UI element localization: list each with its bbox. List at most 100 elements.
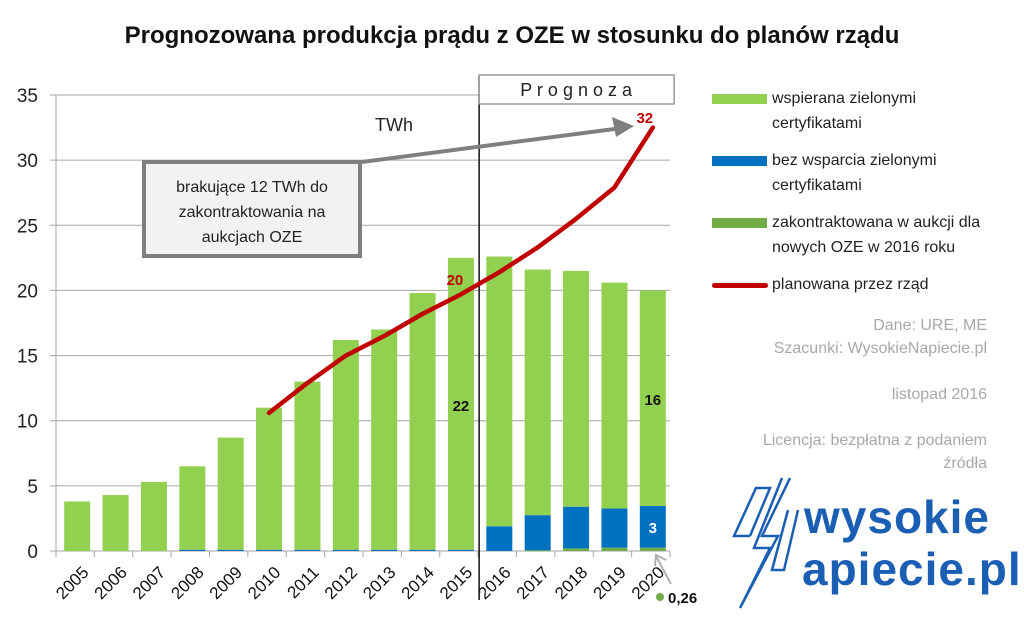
bar-segment xyxy=(639,505,666,548)
legend: wspierana zielonymi certyfikatami bez ws… xyxy=(712,86,1012,309)
bar-2015-label: 22 xyxy=(453,398,470,415)
plan-line xyxy=(266,125,656,416)
legend-label: certyfikatami xyxy=(772,177,862,194)
bar-segment xyxy=(447,257,474,550)
x-tick-label: 2008 xyxy=(167,563,207,603)
forecast-label: P r o g n o z a xyxy=(520,80,633,100)
bar-segment xyxy=(217,437,244,550)
x-tick-label: 2016 xyxy=(474,563,514,603)
x-tick-label: 2007 xyxy=(129,563,169,603)
bar-segment xyxy=(256,549,283,551)
y-tick-label: 10 xyxy=(17,412,38,433)
bar-2020-green-label: 16 xyxy=(644,392,661,409)
x-tick-label: 2009 xyxy=(206,563,246,603)
legend-label: planowana przez rząd xyxy=(772,276,929,293)
legend-item-no-support: bez wsparcia zielonymi certyfikatami xyxy=(712,148,1012,198)
bar-segment xyxy=(563,548,590,551)
x-tick-label: 2019 xyxy=(590,563,630,603)
x-tick-label: 2017 xyxy=(513,563,553,603)
license-note: Licencja: bezpłatna z podaniem xyxy=(762,432,987,449)
bar-segment xyxy=(409,549,436,551)
x-tick-label: 2015 xyxy=(436,563,476,603)
bar-segment xyxy=(563,270,590,507)
bar-segment xyxy=(601,508,628,548)
y-tick-label: 25 xyxy=(17,216,38,237)
callout-text: brakujące 12 TWh do xyxy=(176,179,328,196)
legend-swatch-no-support xyxy=(712,156,767,166)
bar-segment xyxy=(64,501,91,551)
bar-segment xyxy=(524,550,551,552)
pointer-arrow-icon xyxy=(654,553,667,567)
date-note: listopad 2016 xyxy=(891,386,987,403)
legend-swatch-green-cert xyxy=(712,94,767,104)
callout-text: zakontraktowania na xyxy=(179,204,326,221)
bar-segment xyxy=(524,515,551,551)
plan-2015-label: 20 xyxy=(447,272,464,289)
bar-segment xyxy=(294,549,321,551)
callout-text: aukcjach OZE xyxy=(202,229,302,246)
bar-segment xyxy=(486,256,513,527)
bar-segment xyxy=(256,407,283,550)
estimates-note: Szacunki: WysokieNapiecie.pl xyxy=(773,340,987,357)
auction-pointer xyxy=(655,555,672,585)
legend-label: zakontraktowana w aukcji dla xyxy=(772,214,981,231)
y-tick-label: 20 xyxy=(17,281,38,302)
x-tick-label: 2013 xyxy=(359,563,399,603)
callout-arrow xyxy=(361,126,623,164)
x-tick-label: 2012 xyxy=(321,563,361,603)
logo-line-1: wysokie xyxy=(804,491,990,543)
auction-2020-label: 0,26 xyxy=(668,590,697,607)
bar-2020-blue-label: 3 xyxy=(649,520,657,537)
y-tick-label: 5 xyxy=(27,477,38,498)
source-note: Dane: URE, ME xyxy=(873,317,987,334)
y-tick-label: 35 xyxy=(17,86,38,107)
bar-segment xyxy=(332,339,359,550)
x-tick-label: 2006 xyxy=(91,563,131,603)
plan-2020-label: 32 xyxy=(636,110,653,127)
bar-segment xyxy=(294,381,321,550)
x-tick-label: 2011 xyxy=(283,563,322,602)
bar-segment xyxy=(486,526,513,551)
lightning-n-icon xyxy=(732,477,800,609)
bar-segment xyxy=(563,506,590,549)
logo-line-2: apiecie.pl xyxy=(802,543,1022,595)
legend-label: certyfikatami xyxy=(772,115,862,132)
bar-segment xyxy=(140,481,167,551)
bar-segment xyxy=(447,549,474,551)
bar-segment xyxy=(639,547,666,551)
bar-segment xyxy=(409,293,436,550)
bar-segment xyxy=(217,549,244,551)
auction-dot-icon xyxy=(656,593,664,601)
legend-label: wspierana zielonymi xyxy=(772,90,917,107)
legend-label: bez wsparcia zielonymi xyxy=(772,152,937,169)
x-tick-label: 2010 xyxy=(244,563,284,603)
bar-segment xyxy=(524,269,551,516)
legend-item-auction: zakontraktowana w aukcji dla nowych OZE … xyxy=(712,210,1012,260)
bar-segment xyxy=(179,549,206,551)
source-notes: Dane: URE, ME Szacunki: WysokieNapiecie.… xyxy=(763,314,987,475)
legend-line-plan xyxy=(712,283,768,288)
chart-title: Prognozowana produkcja prądu z OZE w sto… xyxy=(124,22,900,49)
y-tick-label: 30 xyxy=(17,151,38,172)
callout-box xyxy=(142,160,362,258)
forecast-box xyxy=(478,74,675,105)
unit-label: TWh xyxy=(375,115,413,135)
legend-label: nowych OZE w 2016 roku xyxy=(772,239,956,256)
x-tick-label: 2005 xyxy=(52,563,92,603)
bar-segment xyxy=(601,282,628,509)
bar-segment xyxy=(332,549,359,551)
bar-segment xyxy=(601,547,628,551)
legend-item-green-cert: wspierana zielonymi certyfikatami xyxy=(712,86,1012,136)
y-tick-label: 15 xyxy=(17,347,38,368)
bar-segment xyxy=(371,329,398,550)
bar-segment xyxy=(102,494,129,551)
y-tick-label: 0 xyxy=(27,542,38,563)
bar-segment xyxy=(639,290,666,506)
legend-item-plan: planowana przez rząd xyxy=(712,272,1012,297)
x-tick-label: 2014 xyxy=(398,563,438,603)
bar-segment xyxy=(371,549,398,551)
legend-swatch-auction xyxy=(712,218,767,228)
bar-segment xyxy=(179,466,206,550)
license-note-2: źródła xyxy=(943,455,987,472)
